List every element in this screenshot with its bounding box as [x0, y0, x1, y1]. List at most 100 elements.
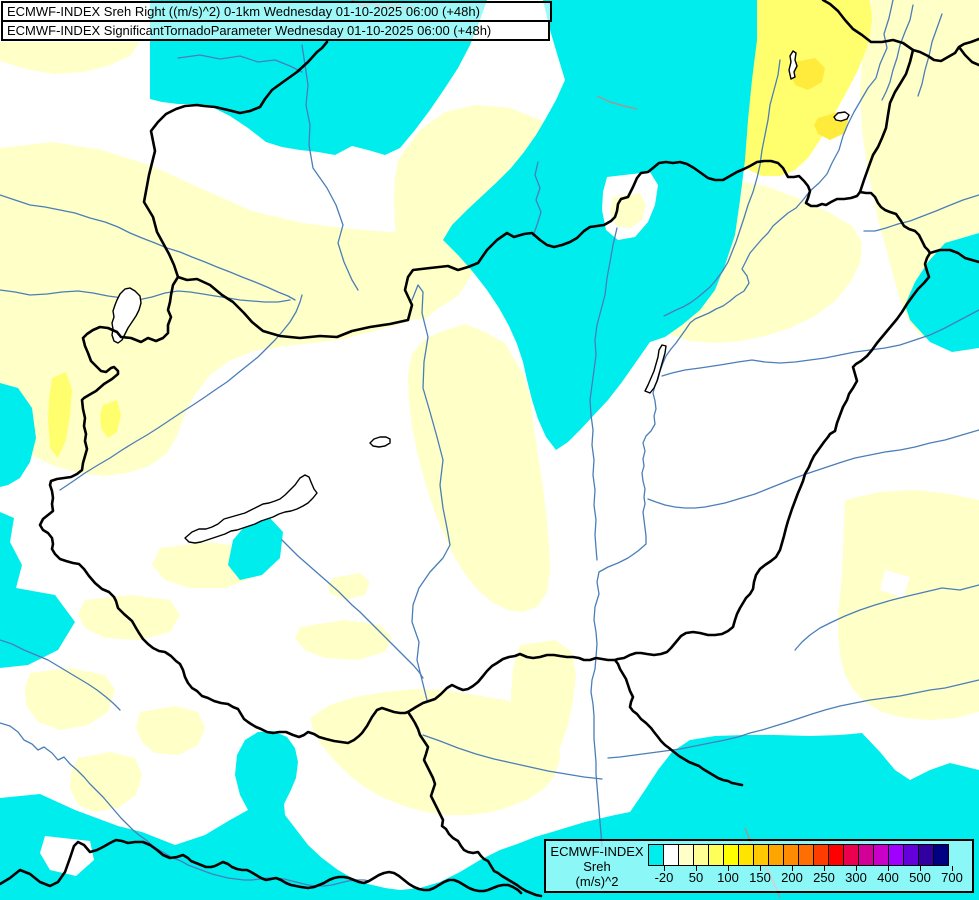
- river: [647, 429, 979, 509]
- legend-color-cell: [888, 844, 904, 866]
- legend-tick-mark: [759, 866, 761, 871]
- river: [661, 309, 979, 377]
- legend-color-cell: [648, 844, 664, 866]
- river: [794, 584, 979, 651]
- river: [0, 194, 296, 301]
- river: [589, 227, 618, 561]
- legend-product-label: ECMWF-INDEX: [550, 844, 644, 859]
- fill-region: [136, 706, 205, 755]
- legend-tick-mark: [823, 866, 825, 871]
- fill-region: [25, 668, 115, 730]
- fill-region: [408, 324, 550, 612]
- border-segment: [406, 652, 744, 787]
- border-segment: [957, 45, 979, 67]
- fill-region: [0, 42, 140, 74]
- legend-tick-label: 300: [845, 870, 867, 885]
- legend-tick-mark: [951, 866, 953, 871]
- map-title-line-1: ECMWF-INDEX Sreh Right ((m/s)^2) 0-1km W…: [1, 1, 552, 22]
- fill-region: [0, 512, 75, 668]
- legend-color-cell: [828, 844, 844, 866]
- legend-color-cell: [768, 844, 784, 866]
- river: [411, 284, 451, 701]
- legend-text-block: ECMWF-INDEX Sreh (m/s)^2: [550, 844, 644, 889]
- legend-colorbar: [648, 844, 949, 866]
- map-title-line-2: ECMWF-INDEX SignificantTornadoParameter …: [1, 20, 550, 41]
- border-segment: [613, 251, 932, 662]
- legend-color-cell: [933, 844, 949, 866]
- legend-color-cell: [723, 844, 739, 866]
- legend-color-cell: [738, 844, 754, 866]
- lake-velence: [369, 436, 391, 448]
- river: [0, 289, 291, 303]
- river: [422, 734, 603, 780]
- fill-region: [0, 142, 471, 476]
- legend-tick-label: 50: [688, 870, 704, 885]
- legend-color-cell: [798, 844, 814, 866]
- fill-region: [790, 58, 825, 90]
- river: [281, 539, 424, 679]
- legend-color-cell: [663, 844, 679, 866]
- legend-units-label: (m/s)^2: [575, 874, 619, 889]
- fill-region: [0, 383, 36, 487]
- fill-region: [70, 752, 142, 812]
- legend-color-cell: [693, 844, 709, 866]
- legend-tick-label: 250: [813, 870, 835, 885]
- legend-tick-mark: [855, 866, 857, 871]
- river: [301, 44, 359, 291]
- legend-color-cell: [903, 844, 919, 866]
- border-segment: [928, 248, 979, 264]
- legend-color-cell: [858, 844, 874, 866]
- border-segment: [858, 48, 915, 194]
- fill-region: [48, 372, 72, 458]
- border-segment: [38, 275, 410, 745]
- legend-tick-label: 700: [941, 870, 963, 885]
- fill-region: [905, 233, 979, 352]
- fill-region: [40, 836, 94, 876]
- border-segment: [142, 40, 329, 279]
- legend-color-cell: [843, 844, 859, 866]
- lake-balaton: [184, 474, 318, 544]
- legend-tick-mark: [663, 866, 665, 871]
- legend-color-cell: [873, 844, 889, 866]
- reservoir-north-2: [833, 111, 850, 122]
- fill-region: [838, 490, 979, 720]
- legend-tick-label: 100: [717, 870, 739, 885]
- river: [0, 722, 371, 887]
- fill-region: [295, 620, 392, 660]
- border-segment: [821, 0, 915, 52]
- border-segment: [0, 838, 523, 895]
- fill-region: [880, 570, 910, 598]
- fill-region: [511, 640, 576, 772]
- lakes: [111, 50, 850, 544]
- river: [881, 4, 914, 101]
- legend-tick-mark: [919, 866, 921, 871]
- legend-box: ECMWF-INDEX Sreh (m/s)^2 -20 50 100 150 200 2…: [544, 839, 974, 893]
- border-segment: [406, 710, 543, 898]
- fill-region: [310, 689, 560, 815]
- legend-tick-label: 150: [749, 870, 771, 885]
- legend-tick-label: -20: [654, 870, 674, 885]
- legend-tick-mark: [727, 866, 729, 871]
- legend-color-cell: [753, 844, 769, 866]
- legend-tick-mark: [695, 866, 697, 871]
- fill-region: [328, 573, 370, 600]
- legend-color-cell: [918, 844, 934, 866]
- river: [532, 161, 542, 237]
- legend-tick-label: 200: [781, 870, 803, 885]
- map-title-box: ECMWF-INDEX Sreh Right ((m/s)^2) 0-1km W…: [1, 1, 552, 41]
- river: [0, 639, 121, 711]
- river: [177, 54, 303, 73]
- legend-parameter-label: Sreh: [583, 859, 611, 874]
- legend-color-cell: [813, 844, 829, 866]
- legend-tick-mark: [791, 866, 793, 871]
- fill-region: [100, 400, 121, 438]
- lake-tisza: [644, 344, 667, 394]
- legend-tick-label: 500: [909, 870, 931, 885]
- legend-tick-label: 400: [877, 870, 899, 885]
- border-segment: [176, 159, 932, 340]
- legend-tick-mark: [887, 866, 889, 871]
- legend-color-cell: [678, 844, 694, 866]
